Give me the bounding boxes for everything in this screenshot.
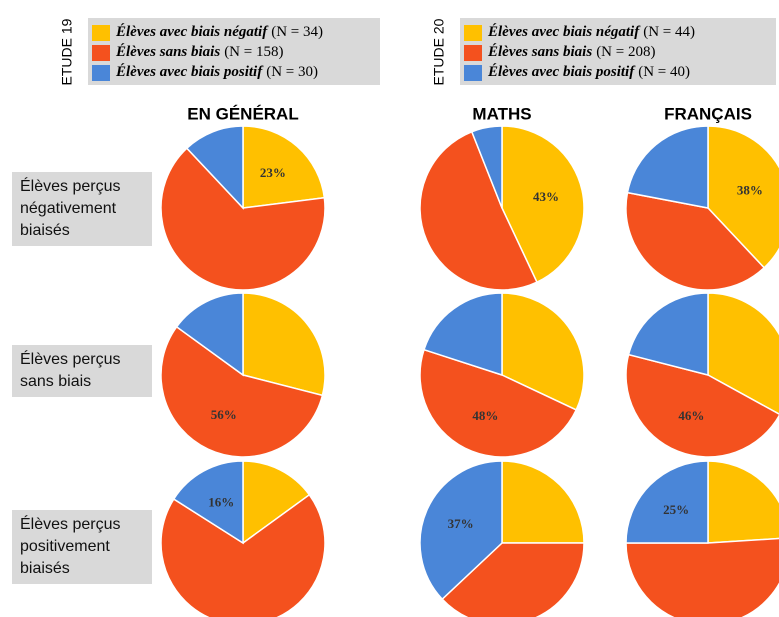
legend-text: Élèves avec biais positif (N = 40) (487, 63, 690, 80)
pie-slice (172, 460, 244, 545)
pie-slice (625, 537, 779, 617)
legend-swatch (92, 45, 110, 61)
pie-slice (627, 292, 709, 376)
legend-text: Élèves sans biais (N = 158) (115, 43, 283, 60)
legend-swatch (464, 45, 482, 61)
data-label: 16% (208, 494, 234, 509)
legend-n: (N = 30) (266, 64, 318, 80)
pie-slice (501, 460, 585, 544)
legend-n: (N = 40) (638, 64, 690, 80)
legend-text: Élèves avec biais négatif (N = 34) (115, 23, 323, 40)
pie-slice (625, 460, 709, 544)
data-label: 46% (678, 408, 704, 423)
data-label: 25% (663, 502, 689, 517)
legend-name: Élèves avec biais négatif (487, 23, 641, 40)
pie-slice (707, 125, 779, 269)
legend-swatch (92, 25, 110, 41)
row-label: Élèves perçus négativement biaisés (12, 172, 152, 246)
legend-swatch (464, 25, 482, 41)
legend-swatch (464, 65, 482, 81)
pie-slice (160, 325, 324, 458)
pie-slice (175, 292, 244, 377)
legend-box (88, 18, 380, 85)
pie-slice (419, 130, 538, 291)
pie-slice (501, 292, 585, 411)
data-label: 23% (260, 165, 286, 180)
legend-text: Élèves avec biais positif (N = 30) (115, 63, 318, 80)
data-label: 37% (448, 516, 474, 531)
data-label: 56% (211, 407, 237, 422)
pie-slice (242, 460, 311, 545)
pie-slice (625, 353, 779, 458)
pie-slice (160, 493, 326, 617)
pie-slice (423, 292, 503, 377)
pie-slice (625, 191, 766, 291)
column-header: FRANÇAIS (664, 104, 752, 123)
study-label: ETUDE 20 (431, 18, 447, 85)
column-header: MATHS (472, 104, 531, 123)
pie-slice (470, 125, 503, 209)
pie-slice (419, 460, 503, 601)
legend-text: Élèves sans biais (N = 208) (487, 43, 655, 60)
pie-slice (501, 125, 585, 284)
study-label: ETUDE 19 (59, 18, 75, 85)
data-label: 43% (533, 189, 559, 204)
row-label: Élèves perçus sans biais (12, 345, 152, 397)
legend-swatch (92, 65, 110, 81)
legend-name: Élèves sans biais (115, 43, 220, 60)
pie-slice (626, 125, 709, 209)
data-label: 48% (472, 408, 498, 423)
pie-slice (441, 542, 585, 617)
legend-name: Élèves avec biais positif (115, 63, 264, 80)
pie-slice (242, 292, 326, 397)
pie-slice (419, 348, 578, 458)
pie-slice (707, 460, 779, 544)
legend-name: Élèves sans biais (487, 43, 592, 60)
legend-text: Élèves avec biais négatif (N = 44) (487, 23, 695, 40)
legend-box (460, 18, 776, 85)
row-label: Élèves perçus positivement biaisés (12, 510, 152, 584)
data-label: 38% (737, 182, 763, 197)
legend-name: Élèves avec biais négatif (115, 23, 269, 40)
legend-name: Élèves avec biais positif (487, 63, 636, 80)
pie-slice (185, 125, 244, 210)
pie-slice (160, 147, 326, 291)
column-header: EN GÉNÉRAL (187, 104, 298, 123)
pie-slice (242, 125, 326, 209)
legend-n: (N = 44) (643, 24, 695, 40)
legend-n: (N = 158) (224, 44, 283, 60)
legend-n: (N = 208) (596, 44, 655, 60)
legend-n: (N = 34) (271, 24, 323, 40)
